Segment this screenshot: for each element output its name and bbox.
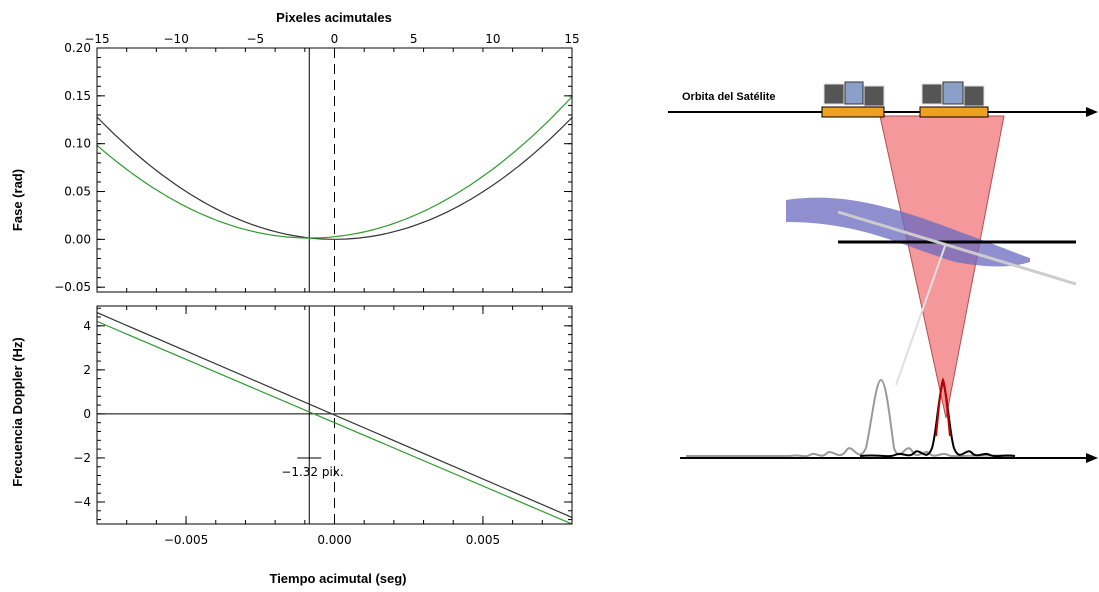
series-line-1 [97,116,572,240]
y-tick-label: −4 [73,495,91,509]
top-tick-label: 15 [564,32,579,46]
radar-beam [879,115,1005,419]
top-tick-label: 10 [485,32,500,46]
x-tick-label: 0.005 [466,533,500,547]
y-tick-label: 0.05 [64,185,91,199]
orbit-arrowhead [1086,107,1098,117]
doppler-panel: −4 −2 0 2 4 −0.005 0.000 0.005 −1.32 pix. [73,305,573,547]
y-tick-label: 2 [83,363,91,377]
doppler-ylabel: Frecuencia Doppler (Hz) [10,337,25,487]
orbit-label: Orbita del Satélite [682,91,776,103]
satellite-left-icon [821,81,885,118]
response-red-peak [935,377,951,437]
x-tick-label: −0.005 [164,533,208,547]
top-axis-title: Pixeles acimutales [276,10,392,25]
top-tick-label: −5 [246,32,264,46]
series-line-1 [97,312,572,518]
offset-annotation: −1.32 pix. [281,465,343,479]
satellite-right-icon [919,81,989,118]
phase-ylabel: Fase (rad) [10,169,25,231]
slant-line [837,210,1077,286]
y-tick-label: 0 [83,407,91,421]
top-tick-label: 5 [410,32,418,46]
y-tick-label: 0.00 [64,232,91,246]
x-tick-label: 0.000 [317,533,351,547]
response-gray [686,378,1016,458]
phase-panel: −0.05 0.00 0.05 0.10 0.15 0.20−15 −10 −5 0 5 10 15 [54,32,579,294]
y-tick-label: 0.20 [64,41,91,55]
y-tick-label: −0.05 [54,280,91,294]
xaxis-label: Tiempo acimutal (seg) [269,571,406,586]
plot-area [97,306,572,524]
chart-figure: Pixeles acimutales −0.05 0.00 0.05 0.10 0.15… [10,10,580,586]
top-tick-label: −10 [164,32,189,46]
ground-arrowhead [1086,453,1098,463]
y-tick-label: 4 [83,319,91,333]
y-tick-label: 0.15 [64,89,91,103]
plot-area [97,48,572,292]
projection-line [895,245,946,386]
y-tick-label: −2 [73,451,91,465]
series-line-2 [97,320,572,524]
series-line-2 [97,96,572,239]
top-tick-label: 0 [331,32,339,46]
y-tick-label: 0.10 [64,137,91,151]
sar-geometry-diagram: Orbita del Satélite [668,81,1098,463]
top-tick-label: −15 [84,32,109,46]
